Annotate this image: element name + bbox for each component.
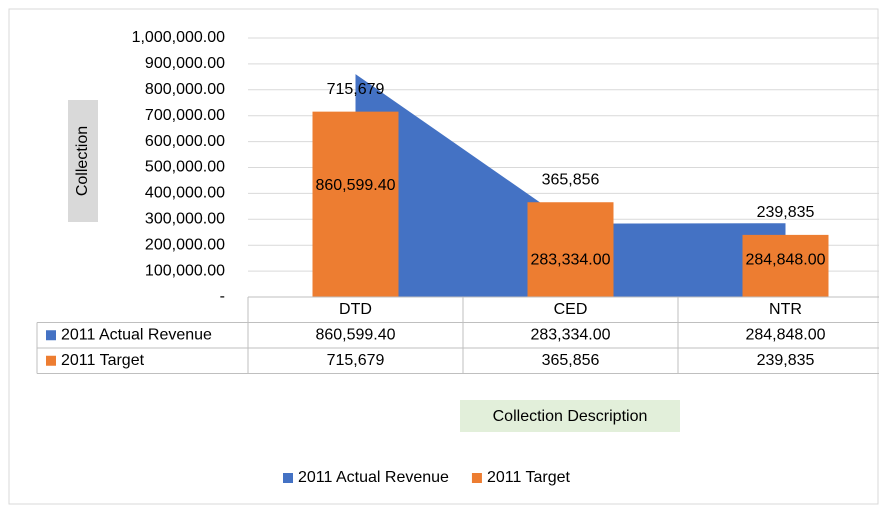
x-tick-label: DTD: [339, 301, 372, 318]
table-key: [46, 355, 56, 366]
y-tick-label: 200,000.00: [145, 236, 225, 253]
x-axis-title: Collection Description: [493, 408, 648, 425]
y-tick-label: 100,000.00: [145, 262, 225, 279]
y-tick-label: 1,000,000.00: [132, 29, 226, 46]
table-key: [46, 330, 56, 341]
y-tick-label: 700,000.00: [145, 107, 225, 124]
data-label: 715,679: [327, 81, 385, 98]
bar: [527, 202, 614, 297]
bar: [312, 111, 399, 298]
y-title-box: [68, 100, 98, 222]
bar: [742, 234, 829, 297]
x-tick-label: CED: [554, 301, 588, 318]
y-tick-label: 800,000.00: [145, 81, 225, 98]
data-label: 284,848.00: [745, 251, 825, 268]
legend-label: 2011 Target: [487, 469, 571, 486]
table-series-name: 2011 Actual Revenue: [61, 326, 212, 343]
table-series-name: 2011 Target: [61, 352, 145, 369]
x-title-box: [460, 400, 680, 432]
area: [355, 74, 786, 297]
y-tick-label: 300,000.00: [145, 211, 225, 228]
table-cell: 283,334.00: [530, 326, 610, 343]
y-tick-label: 600,000.00: [145, 133, 225, 150]
y-axis-title: Collection: [74, 126, 91, 196]
x-tick-label: NTR: [769, 301, 802, 318]
y-tick-label: 900,000.00: [145, 55, 225, 72]
data-label: 283,334.00: [530, 252, 610, 269]
table-cell: 284,848.00: [745, 326, 825, 343]
y-tick-label: 400,000.00: [145, 185, 225, 202]
legend-key: [471, 473, 482, 483]
table-cell: 365,856: [542, 352, 600, 369]
table-cell: 715,679: [327, 352, 385, 369]
table-cell: 860,599.40: [315, 326, 395, 343]
table-cell: 239,835: [757, 352, 815, 369]
legend-label: 2011 Actual Revenue: [298, 469, 449, 486]
data-label: 365,856: [542, 171, 600, 188]
legend-key: [283, 473, 293, 483]
y-tick-label: 500,000.00: [145, 159, 225, 176]
data-label: 239,835: [757, 204, 815, 221]
data-label: 860,599.40: [315, 177, 395, 194]
y-tick-label: -: [220, 288, 225, 305]
